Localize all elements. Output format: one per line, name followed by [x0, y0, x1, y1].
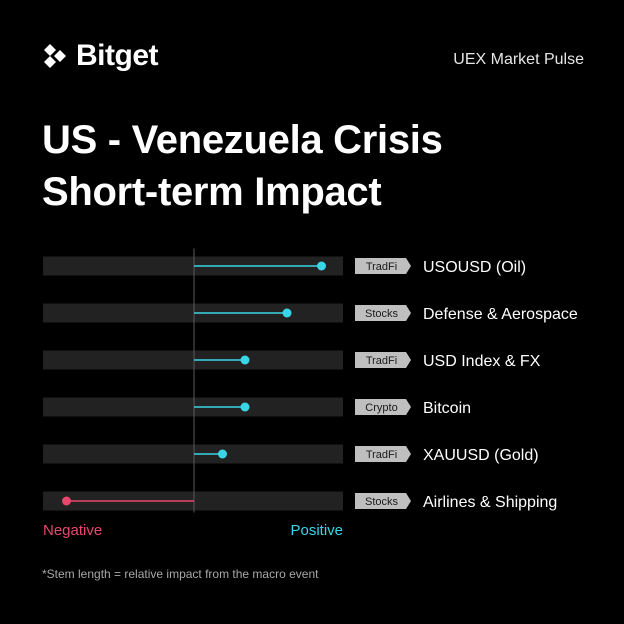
- category-tag: [355, 399, 411, 415]
- header-subtitle: UEX Market Pulse: [453, 51, 584, 68]
- lollipop-point: [62, 496, 71, 506]
- category-tag: [355, 493, 411, 509]
- category-tag-label: TradFi: [366, 355, 397, 367]
- brand-name: Bitget: [76, 39, 159, 72]
- asset-label: Defense & Aerospace: [423, 306, 578, 323]
- footnote: *Stem length = relative impact from the …: [42, 567, 319, 581]
- axis-label-positive: Positive: [290, 522, 343, 539]
- asset-label: Airlines & Shipping: [423, 494, 557, 511]
- category-tag-label: Stocks: [365, 496, 399, 508]
- row-track: [43, 303, 343, 323]
- category-tag: [355, 258, 411, 274]
- category-tag-label: TradFi: [366, 449, 397, 461]
- category-tag-label: Crypto: [365, 402, 397, 414]
- category-tag: [355, 305, 411, 321]
- title-line-2: Short-term Impact: [42, 170, 382, 214]
- category-tag-label: TradFi: [366, 261, 397, 273]
- lollipop-point: [240, 402, 250, 412]
- lollipop-point: [282, 308, 292, 318]
- lollipop-point: [218, 449, 227, 459]
- lollipop-point: [317, 261, 326, 271]
- asset-label: Bitcoin: [423, 400, 471, 417]
- title-line-1: US - Venezuela Crisis: [42, 118, 443, 162]
- category-tag-label: Stocks: [365, 308, 399, 320]
- category-tag: [355, 446, 411, 462]
- category-tag: [355, 352, 411, 368]
- brand-logo: Bitget: [40, 38, 159, 74]
- axis-label-negative: Negative: [43, 522, 102, 539]
- asset-label: XAUUSD (Gold): [423, 447, 539, 464]
- bitget-logo-icon: [44, 44, 66, 68]
- row-track: [43, 444, 343, 464]
- row-track: [43, 350, 343, 370]
- row-track: [43, 256, 343, 276]
- lollipop-point: [240, 355, 250, 365]
- asset-label: USOUSD (Oil): [423, 259, 526, 276]
- asset-label: USD Index & FX: [423, 353, 541, 370]
- row-track: [43, 397, 343, 417]
- impact-lollipop-chart: TradFi USOUSD (Oil) Stocks Defense & Aerosp…: [43, 248, 578, 539]
- page-title: US - Venezuela Crisis Short-term Impact: [42, 114, 443, 218]
